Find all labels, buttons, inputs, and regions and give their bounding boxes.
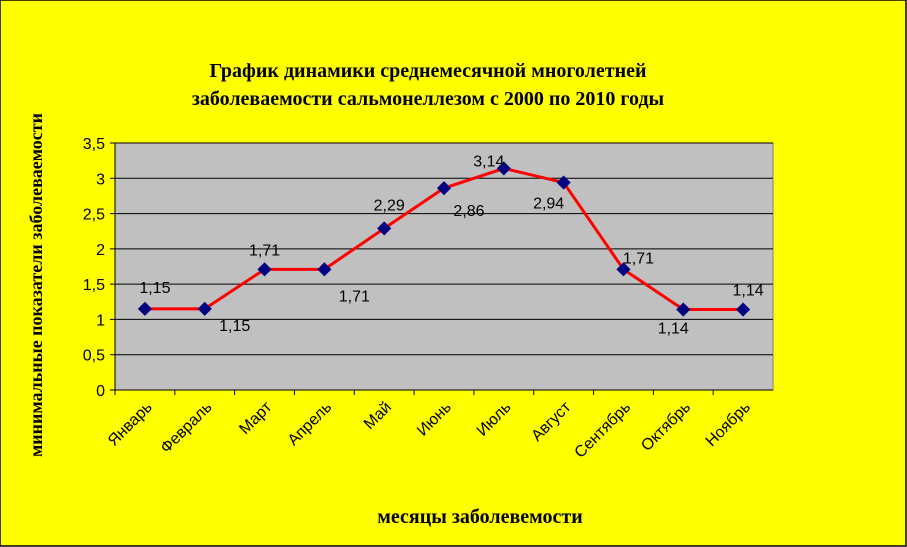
chart-title: заболеваемости сальмонеллезом с 2000 по …	[192, 88, 665, 110]
y-axis-label: минимальные показатели заболеваемости	[26, 113, 46, 457]
marker	[257, 262, 272, 277]
data-label: 1,14	[733, 283, 764, 300]
marker	[616, 262, 631, 277]
y-tick-label: 1	[96, 312, 105, 329]
data-label: 1,15	[139, 280, 170, 297]
y-tick-label: 3	[96, 171, 105, 188]
marker	[317, 262, 332, 277]
data-label: 3,14	[473, 153, 504, 170]
marker	[436, 181, 452, 196]
data-label: 1,15	[219, 318, 250, 335]
y-tick-label: 2	[96, 242, 105, 259]
marker	[676, 302, 691, 317]
x-axis-label: месяцы заболевемости	[377, 506, 582, 528]
plot-area	[114, 142, 774, 391]
marker	[496, 161, 511, 176]
y-tick-label: 0	[96, 383, 105, 400]
marker	[197, 301, 212, 316]
data-label: 2,29	[374, 197, 405, 214]
data-label: 1,14	[658, 321, 689, 338]
chart-title: График динамики среднемесячной многолетн…	[209, 60, 646, 82]
y-tick-label: 0,5	[83, 348, 105, 365]
marker	[137, 301, 152, 316]
marker	[556, 175, 571, 190]
data-label: 2,94	[533, 196, 564, 213]
marker	[377, 221, 392, 236]
y-tick-label: 3,5	[83, 136, 105, 153]
data-label: 1,71	[623, 250, 654, 267]
y-tick-label: 2,5	[83, 207, 105, 224]
data-label: 2,86	[453, 203, 484, 220]
marker	[736, 302, 751, 317]
data-label: 1,71	[249, 242, 280, 259]
y-tick-label: 1,5	[83, 277, 105, 294]
data-label: 1,71	[339, 288, 370, 305]
